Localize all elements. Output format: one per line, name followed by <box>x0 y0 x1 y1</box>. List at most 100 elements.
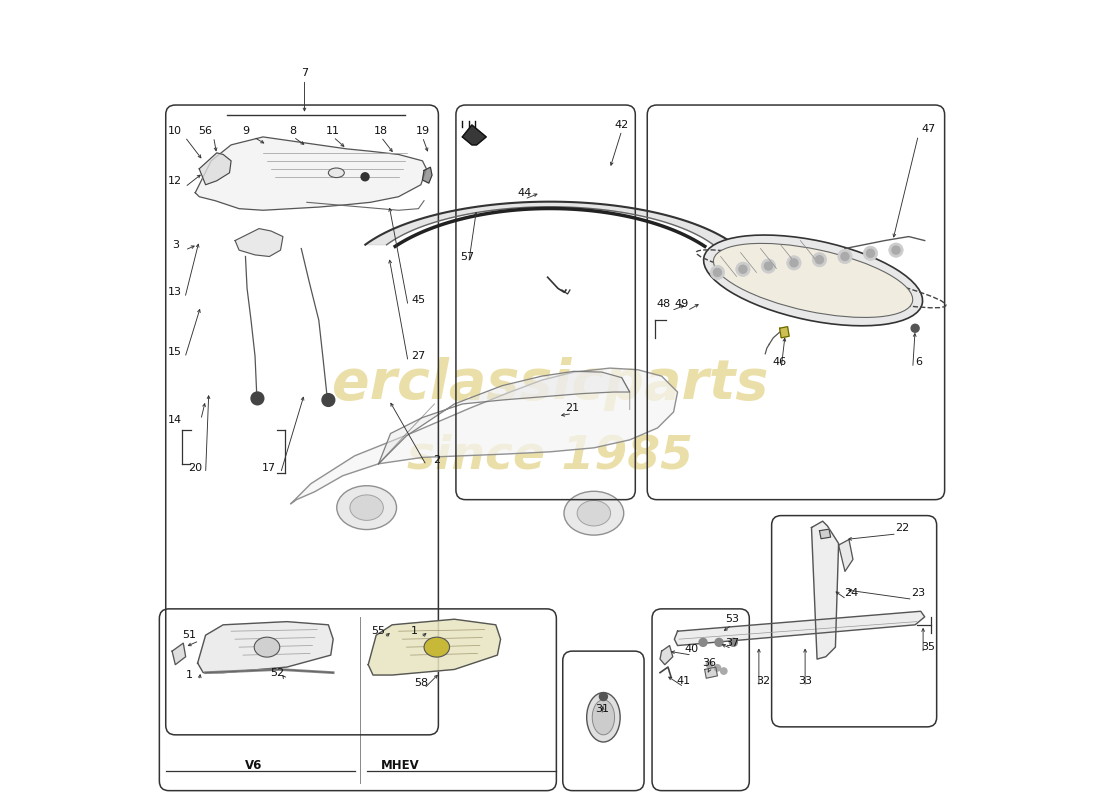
Text: 15: 15 <box>168 347 183 357</box>
Circle shape <box>790 259 798 267</box>
Text: 18: 18 <box>374 126 388 135</box>
Polygon shape <box>235 229 283 257</box>
Text: 52: 52 <box>271 668 285 678</box>
Text: 33: 33 <box>799 676 812 686</box>
Polygon shape <box>674 611 925 646</box>
Circle shape <box>715 638 723 646</box>
Text: 55: 55 <box>372 626 386 636</box>
Ellipse shape <box>704 235 923 326</box>
Polygon shape <box>422 167 432 183</box>
Text: 14: 14 <box>168 415 183 425</box>
Polygon shape <box>780 326 789 338</box>
Circle shape <box>838 250 853 264</box>
Circle shape <box>867 250 875 258</box>
Circle shape <box>361 173 368 181</box>
Text: 2: 2 <box>433 454 440 465</box>
Text: 23: 23 <box>911 588 925 598</box>
Polygon shape <box>660 646 673 665</box>
Circle shape <box>600 693 607 701</box>
Ellipse shape <box>564 491 624 535</box>
Polygon shape <box>378 371 629 464</box>
Text: 7: 7 <box>301 68 308 78</box>
Text: 40: 40 <box>685 644 698 654</box>
Polygon shape <box>705 667 717 678</box>
Text: 56: 56 <box>199 126 212 135</box>
Circle shape <box>729 638 737 646</box>
Text: 1: 1 <box>411 626 418 636</box>
Circle shape <box>711 266 725 280</box>
Text: 24: 24 <box>844 588 858 598</box>
Text: 45: 45 <box>411 295 426 306</box>
Circle shape <box>815 256 824 264</box>
Text: 6: 6 <box>915 357 922 366</box>
Text: 21: 21 <box>565 403 580 413</box>
Polygon shape <box>812 521 838 659</box>
Text: 8: 8 <box>289 126 297 135</box>
Circle shape <box>720 668 727 674</box>
Text: 46: 46 <box>772 357 786 366</box>
Text: 17: 17 <box>262 462 276 473</box>
Text: 51: 51 <box>183 630 197 640</box>
Text: 49: 49 <box>674 299 689 310</box>
Circle shape <box>764 262 772 270</box>
Ellipse shape <box>424 637 450 657</box>
Polygon shape <box>838 539 853 571</box>
Ellipse shape <box>254 637 279 657</box>
Text: 11: 11 <box>327 126 340 135</box>
Text: 44: 44 <box>517 188 531 198</box>
Polygon shape <box>820 529 830 538</box>
Circle shape <box>864 246 878 261</box>
Ellipse shape <box>337 486 396 530</box>
Text: 27: 27 <box>411 351 426 361</box>
Text: 35: 35 <box>922 642 936 652</box>
Text: 36: 36 <box>703 658 716 668</box>
Circle shape <box>889 243 903 258</box>
Circle shape <box>911 324 920 332</box>
Text: erclassicparts: erclassicparts <box>332 357 768 411</box>
Circle shape <box>786 256 801 270</box>
Circle shape <box>739 266 747 274</box>
Text: 31: 31 <box>595 704 608 714</box>
Circle shape <box>706 662 713 668</box>
Polygon shape <box>199 153 231 185</box>
Circle shape <box>812 253 826 267</box>
Text: 57: 57 <box>460 251 474 262</box>
Text: V6: V6 <box>244 758 262 772</box>
Text: 1: 1 <box>186 670 194 680</box>
Text: since 1985: since 1985 <box>407 434 693 478</box>
Polygon shape <box>462 125 486 145</box>
Text: 37: 37 <box>725 638 739 648</box>
Polygon shape <box>198 622 333 673</box>
Polygon shape <box>172 643 186 665</box>
Circle shape <box>251 392 264 405</box>
Circle shape <box>714 269 722 277</box>
Text: 48: 48 <box>656 299 670 310</box>
Text: 53: 53 <box>725 614 739 624</box>
Ellipse shape <box>578 501 610 526</box>
Circle shape <box>714 665 720 671</box>
Circle shape <box>700 638 707 646</box>
Text: 19: 19 <box>416 126 429 135</box>
Polygon shape <box>365 202 735 245</box>
Circle shape <box>761 259 776 274</box>
Ellipse shape <box>329 168 344 178</box>
Text: 42: 42 <box>615 120 629 130</box>
Text: 3: 3 <box>172 239 179 250</box>
Circle shape <box>736 262 750 277</box>
Ellipse shape <box>586 693 620 742</box>
Text: 47: 47 <box>922 124 936 134</box>
Polygon shape <box>290 368 678 504</box>
Circle shape <box>892 246 900 254</box>
Text: 22: 22 <box>895 522 910 533</box>
Ellipse shape <box>714 243 913 318</box>
Polygon shape <box>195 137 427 210</box>
Text: MHEV: MHEV <box>381 758 419 772</box>
Text: 20: 20 <box>188 462 202 473</box>
Text: 32: 32 <box>757 676 771 686</box>
Text: 12: 12 <box>168 176 183 186</box>
Circle shape <box>322 394 334 406</box>
Polygon shape <box>368 619 500 675</box>
Text: 10: 10 <box>168 126 183 135</box>
Text: 41: 41 <box>676 676 691 686</box>
Circle shape <box>842 253 849 261</box>
